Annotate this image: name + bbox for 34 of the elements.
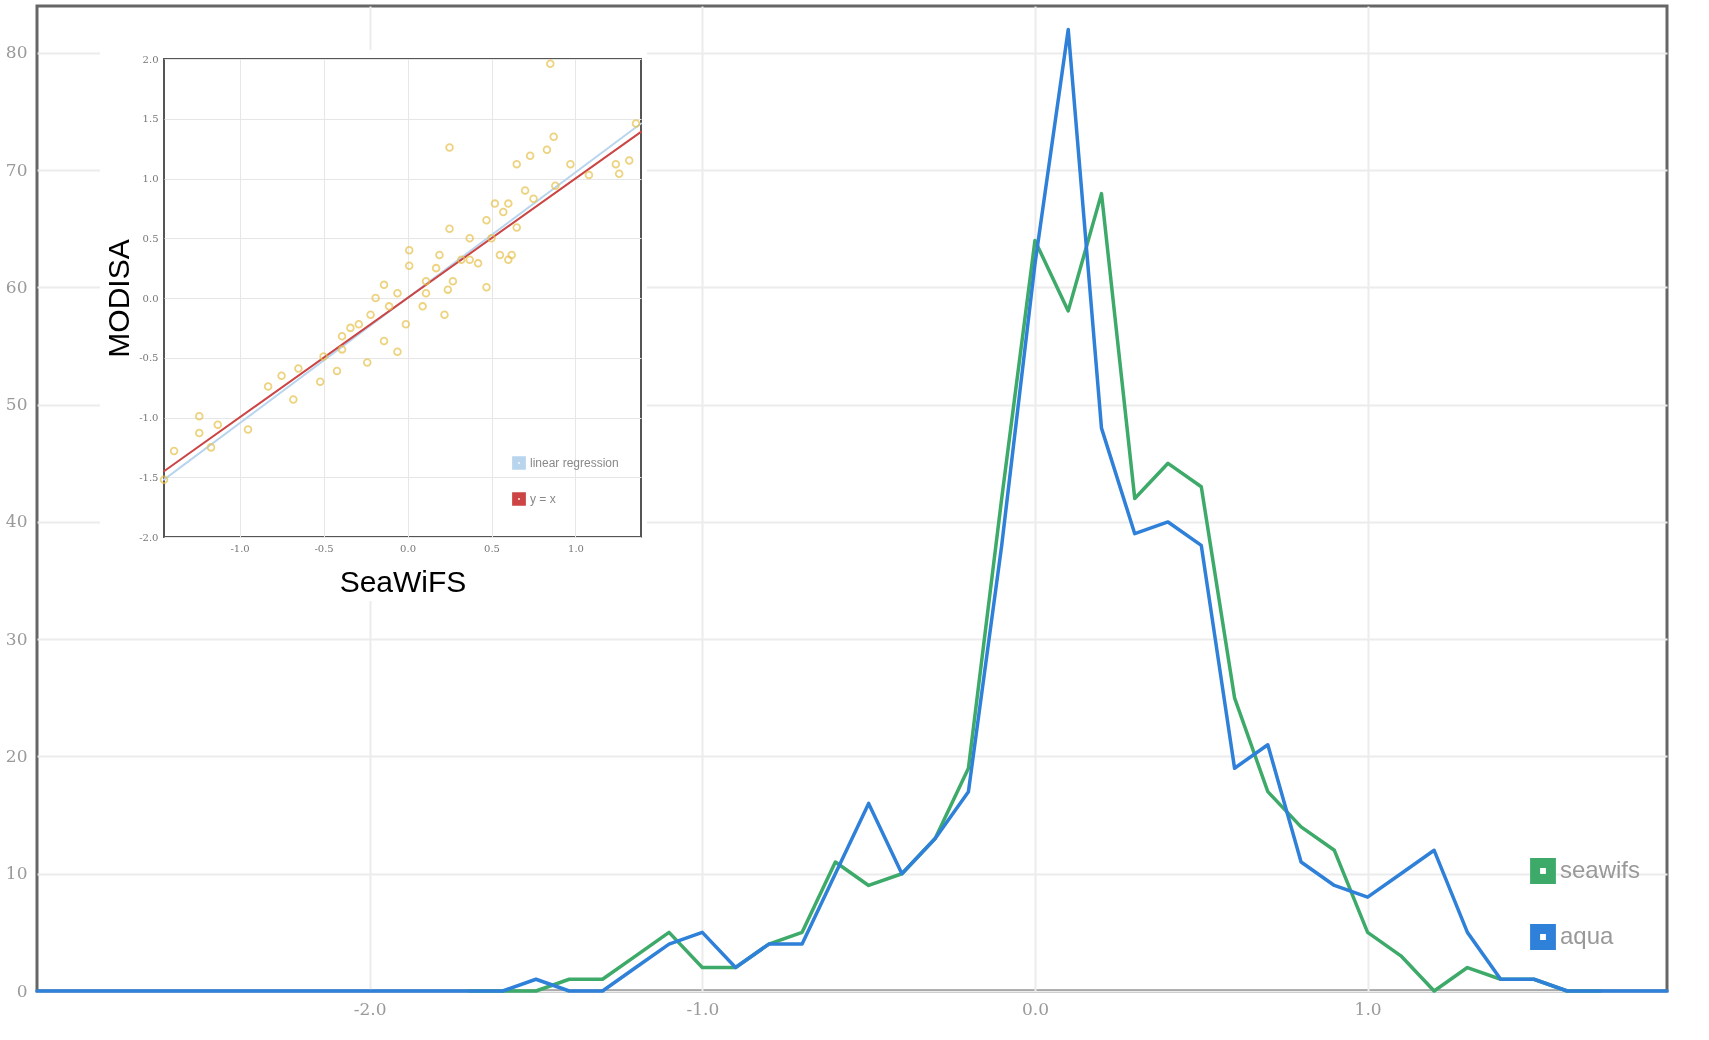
legend-label: y = x [530, 492, 556, 506]
y-tick-label: -2.0 [139, 531, 159, 543]
x-tick-label: -1.0 [230, 542, 250, 554]
y-axis-title: MODISA [102, 239, 136, 358]
y-tick-label: 60 [5, 276, 28, 297]
x-tick-label: 0.0 [400, 542, 416, 554]
x-axis-title: SeaWiFS [339, 564, 467, 598]
y-tick-label: 30 [5, 628, 28, 649]
x-tick-label: 0.5 [484, 542, 500, 554]
legend-label: seawifs [1560, 856, 1641, 883]
y-tick-label: 50 [5, 394, 28, 415]
y-tick-label: 2.0 [142, 53, 159, 65]
x-tick-label: -0.5 [314, 542, 334, 554]
line-series [35, 27, 1669, 993]
y-tick-label: -1.0 [139, 412, 159, 423]
y-tick-label: 1.0 [142, 173, 159, 184]
x-tick-label: 0.0 [1021, 998, 1049, 1019]
y-tick-label: 80 [5, 42, 28, 63]
y-tick-label: 0.0 [142, 292, 159, 304]
y-tick-label: 40 [5, 511, 28, 532]
y-tick-label: 20 [5, 745, 28, 766]
x-tick-label: 1.0 [568, 542, 584, 554]
y-tick-label: 0.5 [142, 232, 159, 244]
x-tick-label: -2.0 [353, 998, 387, 1019]
legend-label: linear regression [530, 456, 619, 470]
y-tick-label: 10 [5, 863, 28, 884]
y-tick-label: 0 [16, 980, 28, 1001]
y-tick-label: 1.5 [142, 113, 159, 125]
y-tick-label: 70 [5, 159, 28, 180]
x-tick-label: 1.0 [1354, 998, 1382, 1019]
x-tick-label: -1.0 [686, 998, 720, 1019]
y-tick-label: -1.5 [139, 471, 159, 483]
y-tick-label: -0.5 [139, 352, 159, 364]
legend-label: aqua [1560, 922, 1615, 949]
